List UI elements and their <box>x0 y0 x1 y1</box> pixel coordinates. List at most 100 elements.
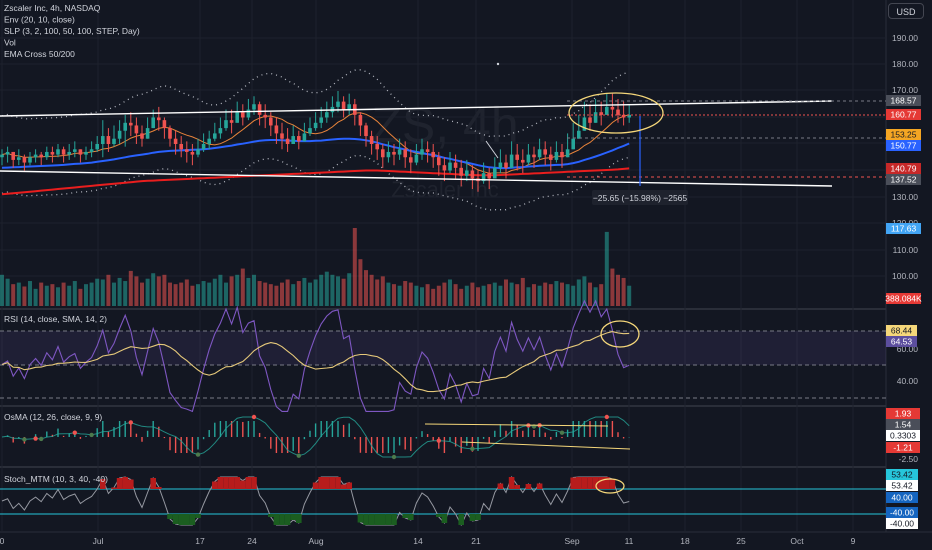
candle-body[interactable] <box>336 101 340 107</box>
candle-body[interactable] <box>403 149 407 158</box>
candle-body[interactable] <box>347 104 351 110</box>
candle-body[interactable] <box>593 112 598 123</box>
candle-body[interactable] <box>28 157 32 163</box>
candle-body[interactable] <box>134 125 139 134</box>
candle-body[interactable] <box>515 154 519 160</box>
candle-body[interactable] <box>448 162 452 171</box>
candle-body[interactable] <box>493 167 497 179</box>
stoch-tag[interactable]: 40.00 <box>891 493 913 503</box>
candle-body[interactable] <box>392 151 396 155</box>
candle-body[interactable] <box>123 122 127 131</box>
candle-body[interactable] <box>481 173 486 182</box>
stoch-tag[interactable]: 53.42 <box>891 470 913 480</box>
price-tag[interactable]: 150.77 <box>891 141 917 151</box>
candle-body[interactable] <box>381 149 385 158</box>
candle-body[interactable] <box>375 144 379 150</box>
candle-body[interactable] <box>61 149 66 155</box>
candle-body[interactable] <box>45 151 49 158</box>
candle-body[interactable] <box>84 151 88 155</box>
candle-body[interactable] <box>213 133 217 139</box>
candle-body[interactable] <box>571 138 575 150</box>
candle-body[interactable] <box>78 149 83 155</box>
osma-trendline-upper[interactable] <box>424 423 609 427</box>
stoch-tag[interactable]: -40.00 <box>890 519 914 529</box>
candle-body[interactable] <box>0 154 4 158</box>
candle-body[interactable] <box>112 138 116 144</box>
candle-body[interactable] <box>341 101 346 110</box>
channel-lower-trendline[interactable] <box>0 170 833 187</box>
ema-50-line[interactable] <box>1 137 630 170</box>
osma-tag[interactable]: -1.21 <box>893 443 913 453</box>
candle-body[interactable] <box>157 117 161 121</box>
candle-body[interactable] <box>465 170 469 176</box>
candle-body[interactable] <box>196 149 200 155</box>
candle-body[interactable] <box>442 165 447 171</box>
candle-body[interactable] <box>364 125 368 137</box>
annotation-arrow[interactable] <box>485 140 499 159</box>
candle-body[interactable] <box>621 114 626 118</box>
candle-body[interactable] <box>145 128 150 139</box>
candle-body[interactable] <box>532 154 536 158</box>
candle-body[interactable] <box>285 138 290 144</box>
candle-body[interactable] <box>504 162 508 168</box>
candle-body[interactable] <box>280 133 284 139</box>
candle-body[interactable] <box>235 112 239 123</box>
candle-body[interactable] <box>302 133 307 142</box>
candle-body[interactable] <box>297 136 301 142</box>
osma-trendline-lower[interactable] <box>461 441 631 450</box>
rsi-tag[interactable]: 64.53 <box>891 337 913 347</box>
candle-body[interactable] <box>218 128 223 134</box>
candle-body[interactable] <box>11 151 15 160</box>
candle-body[interactable] <box>168 128 172 139</box>
price-tag[interactable]: 140.79 <box>891 164 917 174</box>
price-tag[interactable]: 388.084K <box>885 294 922 304</box>
price-tag[interactable]: 153.25 <box>891 130 917 140</box>
candle-body[interactable] <box>190 151 195 155</box>
candle-body[interactable] <box>252 104 256 110</box>
candle-body[interactable] <box>588 117 592 123</box>
candle-body[interactable] <box>526 154 531 163</box>
candle-body[interactable] <box>56 149 60 155</box>
rsi-highlight-ellipse[interactable] <box>600 320 640 348</box>
stoch-highlight-ellipse[interactable] <box>595 478 625 494</box>
candle-body[interactable] <box>224 120 228 129</box>
candle-body[interactable] <box>358 114 363 126</box>
candle-body[interactable] <box>582 117 587 131</box>
osma-tag[interactable]: 1.93 <box>895 409 912 419</box>
candle-body[interactable] <box>263 114 267 118</box>
candle-body[interactable] <box>313 122 318 129</box>
candle-body[interactable] <box>599 112 603 115</box>
rsi-tag[interactable]: 68.44 <box>891 326 913 336</box>
candle-body[interactable] <box>627 114 631 118</box>
candle-body[interactable] <box>616 109 620 115</box>
candle-body[interactable] <box>22 157 27 163</box>
candle-body[interactable] <box>565 149 570 158</box>
candle-body[interactable] <box>369 136 374 144</box>
candle-body[interactable] <box>89 149 94 152</box>
channel-upper-trendline[interactable] <box>0 100 833 117</box>
legend-osma[interactable]: OsMA (12, 26, close, 9, 9) <box>4 412 102 422</box>
candle-body[interactable] <box>207 138 211 144</box>
candle-body[interactable] <box>241 112 245 118</box>
candle-body[interactable] <box>129 122 133 126</box>
candle-body[interactable] <box>291 136 295 144</box>
candle-body[interactable] <box>605 106 609 115</box>
candle-body[interactable] <box>308 128 312 134</box>
candle-body[interactable] <box>269 117 273 126</box>
legend-stoch[interactable]: Stoch_MTM (10, 3, 40, -40) <box>4 474 108 484</box>
candle-body[interactable] <box>487 173 491 179</box>
candle-body[interactable] <box>101 136 105 144</box>
candle-body[interactable] <box>173 138 178 144</box>
osma-signal-line[interactable] <box>1 416 630 458</box>
candle-body[interactable] <box>106 136 111 144</box>
candle-body[interactable] <box>498 162 503 168</box>
candle-body[interactable] <box>50 151 55 155</box>
candle-body[interactable] <box>386 151 391 158</box>
candle-body[interactable] <box>151 117 155 129</box>
candle-body[interactable] <box>537 149 542 158</box>
candle-body[interactable] <box>39 154 43 158</box>
legend-slp[interactable]: SLP (3, 2, 100, 50, 100, STEP, Day) <box>4 26 140 36</box>
candle-body[interactable] <box>67 151 71 155</box>
candle-body[interactable] <box>521 159 525 163</box>
candle-body[interactable] <box>453 162 458 168</box>
